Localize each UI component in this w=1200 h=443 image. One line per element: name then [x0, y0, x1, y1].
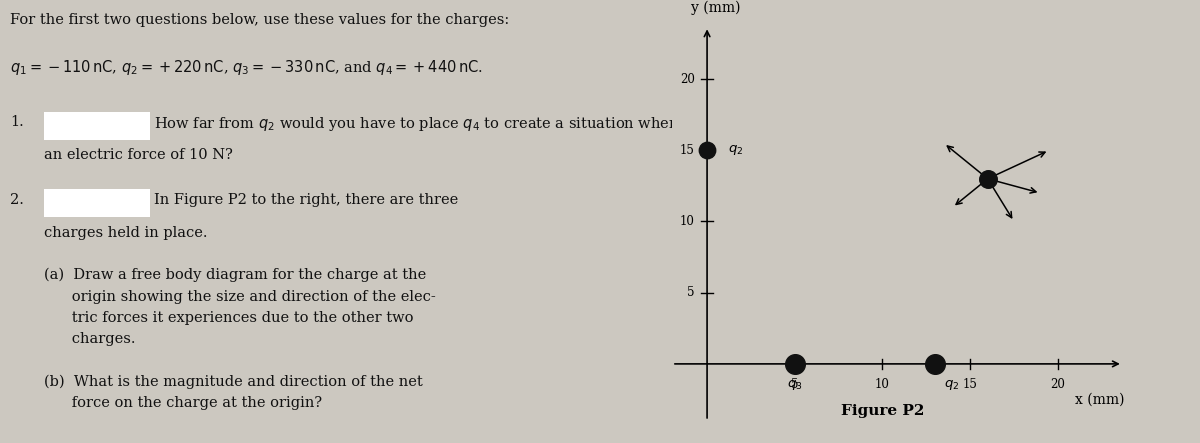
FancyBboxPatch shape	[44, 112, 150, 140]
Point	[785, 360, 804, 367]
Text: (b)  What is the magnitude and direction of the net
      force on the charge at: (b) What is the magnitude and direction …	[44, 374, 424, 410]
Text: y (mm): y (mm)	[691, 0, 740, 15]
Text: 15: 15	[680, 144, 695, 157]
Text: $q_2$: $q_2$	[728, 143, 744, 157]
Text: 5: 5	[688, 286, 695, 299]
Text: 20: 20	[680, 73, 695, 85]
Text: $q_1 = -110\,\mathrm{nC}$, $q_2 = +220\,\mathrm{nC}$, $q_3 = -330\,\mathrm{nC}$,: $q_1 = -110\,\mathrm{nC}$, $q_2 = +220\,…	[11, 58, 484, 77]
Text: x (mm): x (mm)	[1075, 392, 1124, 406]
Text: 10: 10	[875, 378, 890, 391]
Text: 10: 10	[680, 215, 695, 228]
Text: 5: 5	[791, 378, 798, 391]
Text: (a)  Draw a free body diagram for the charge at the
      origin showing the siz: (a) Draw a free body diagram for the cha…	[44, 268, 437, 346]
Text: In Figure P2 to the right, there are three: In Figure P2 to the right, there are thr…	[154, 193, 458, 207]
Text: 1.: 1.	[11, 115, 24, 129]
FancyBboxPatch shape	[44, 189, 150, 217]
Point	[697, 147, 716, 154]
Text: $q_2$: $q_2$	[944, 378, 959, 392]
Text: charges held in place.: charges held in place.	[44, 226, 208, 240]
Point	[978, 175, 997, 183]
Text: 20: 20	[1050, 378, 1066, 391]
Text: 15: 15	[962, 378, 978, 391]
Text: 2.: 2.	[11, 193, 24, 207]
Point	[925, 360, 944, 367]
Text: $q_3$: $q_3$	[787, 378, 803, 392]
Text: For the first two questions below, use these values for the charges:: For the first two questions below, use t…	[11, 13, 510, 27]
Text: How far from $q_2$ would you have to place $q_4$ to create a situation where $q_: How far from $q_2$ would you have to pla…	[154, 115, 802, 133]
Text: Figure P2: Figure P2	[841, 404, 924, 418]
Text: an electric force of 10 N?: an electric force of 10 N?	[44, 148, 233, 163]
